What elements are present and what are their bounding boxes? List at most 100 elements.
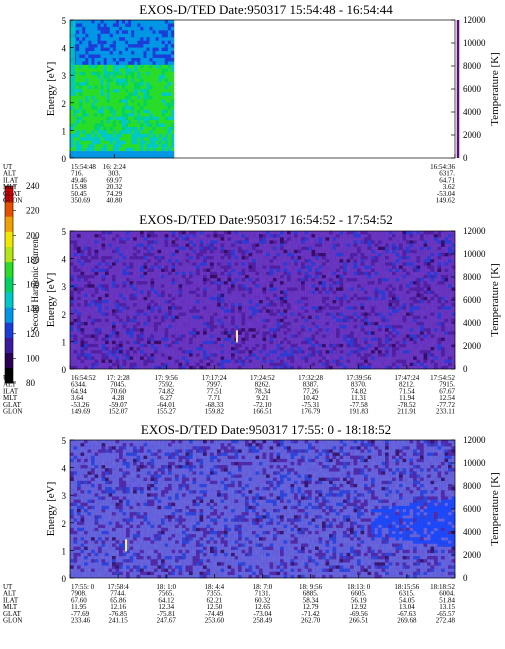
heatmap-cell (155, 109, 159, 114)
heatmap-cell (108, 449, 113, 453)
heatmap-cell (262, 515, 267, 519)
heatmap-cell (332, 455, 337, 460)
heatmap-cell (115, 151, 120, 155)
heatmap-cell (241, 249, 246, 254)
orbit-row-label: MLT (3, 394, 18, 402)
heatmap-cell (103, 106, 107, 110)
heatmap-cell (112, 113, 117, 117)
heatmap-cell (357, 446, 361, 450)
heatmap-cell (136, 556, 141, 560)
heatmap-cell (385, 487, 389, 491)
heatmap-cell (103, 116, 107, 121)
heatmap-cell (241, 515, 246, 519)
heatmap-cell (367, 468, 372, 472)
heatmap-cell (112, 37, 117, 41)
heatmap-cell (364, 443, 368, 447)
heatmap-cell (82, 109, 86, 114)
heatmap-cell (109, 106, 114, 110)
heatmap-cell (152, 116, 156, 121)
heatmap-cell (378, 549, 382, 554)
heatmap-cell (100, 102, 104, 107)
orbit-value: 155.27 (157, 408, 177, 416)
heatmap-cell (164, 243, 169, 247)
heatmap-cell (131, 137, 135, 142)
heatmap-cell (136, 256, 141, 260)
heatmap-cell (79, 78, 83, 83)
heatmap-cell (364, 518, 368, 522)
heatmap-cell (126, 340, 130, 345)
heatmap-cell (136, 458, 141, 463)
heatmap-cell (395, 259, 400, 263)
heatmap-cell (395, 246, 400, 251)
heatmap-cell (304, 490, 309, 494)
heatmap-cell (385, 246, 389, 251)
heatmap-cell (103, 151, 107, 155)
heatmap-cell (395, 347, 400, 351)
heatmap-cell (441, 496, 445, 500)
heatmap-cell (420, 521, 424, 525)
heatmap-cell (416, 480, 421, 485)
heatmap-cell (100, 130, 104, 135)
ytick-label: 5 (62, 436, 67, 446)
heatmap-cell (409, 303, 414, 307)
heatmap-cell (262, 343, 267, 348)
heatmap-cell (318, 359, 323, 363)
heatmap-cell (371, 556, 375, 560)
heatmap-cell (79, 95, 83, 100)
heatmap-cell (126, 452, 130, 456)
heatmap-cell (94, 68, 98, 73)
heatmap-cell (224, 540, 228, 544)
heatmap-cell (231, 483, 235, 488)
heatmap-cell (154, 549, 158, 554)
heatmap-cell (252, 571, 256, 576)
heatmap-cell (140, 116, 144, 121)
heatmap-cell (280, 458, 284, 463)
heatmap-cell (210, 340, 214, 345)
heatmap-cell (178, 521, 183, 525)
heatmap-cell (118, 75, 123, 79)
heatmap-cell (392, 455, 396, 460)
heatmap-cell (255, 565, 260, 569)
heatmap-cell (381, 515, 386, 519)
heatmap-cell (91, 51, 95, 55)
heatmap-cell (80, 252, 85, 257)
heatmap-cell (73, 309, 78, 313)
heatmap-cell (97, 116, 101, 121)
heatmap-cell (161, 365, 165, 370)
heatmap-cell (175, 315, 179, 320)
heatmap-cell (406, 446, 410, 450)
heatmap-cell (203, 350, 207, 354)
heatmap-cell (325, 449, 330, 453)
heatmap-cell (178, 365, 183, 370)
heatmap-cell (178, 465, 183, 469)
orbit-row-label: GLAT (3, 401, 22, 409)
heatmap-cell (248, 505, 253, 510)
heatmap-cell (276, 571, 281, 576)
heatmap-cell (385, 256, 389, 260)
heatmap-cell (157, 468, 162, 472)
heatmap-cell (76, 78, 80, 83)
heatmap-cell (213, 512, 218, 516)
heatmap-cell (77, 505, 81, 510)
heatmap-cell (82, 154, 86, 159)
heatmap-cell (206, 362, 211, 367)
heatmap-cell (109, 26, 114, 31)
heatmap-cell (136, 474, 141, 478)
heatmap-cell (108, 480, 113, 485)
heatmap-cell (441, 543, 445, 547)
heatmap-cell (266, 480, 270, 485)
heatmap-cell (217, 493, 221, 497)
heatmap-cell (131, 57, 135, 62)
heatmap-cell (97, 23, 101, 28)
heatmap-cell (82, 40, 86, 45)
heatmap-cell (143, 343, 148, 348)
heatmap-cell (427, 287, 431, 291)
heatmap-cell (388, 512, 393, 516)
orbit-value: -78.52 (398, 401, 417, 409)
heatmap-cell (448, 246, 452, 251)
heatmap-cell (155, 151, 159, 155)
heatmap-cell (434, 530, 438, 535)
heatmap-cell (357, 571, 361, 576)
heatmap-cell (248, 350, 253, 354)
heatmap-cell (441, 321, 445, 326)
